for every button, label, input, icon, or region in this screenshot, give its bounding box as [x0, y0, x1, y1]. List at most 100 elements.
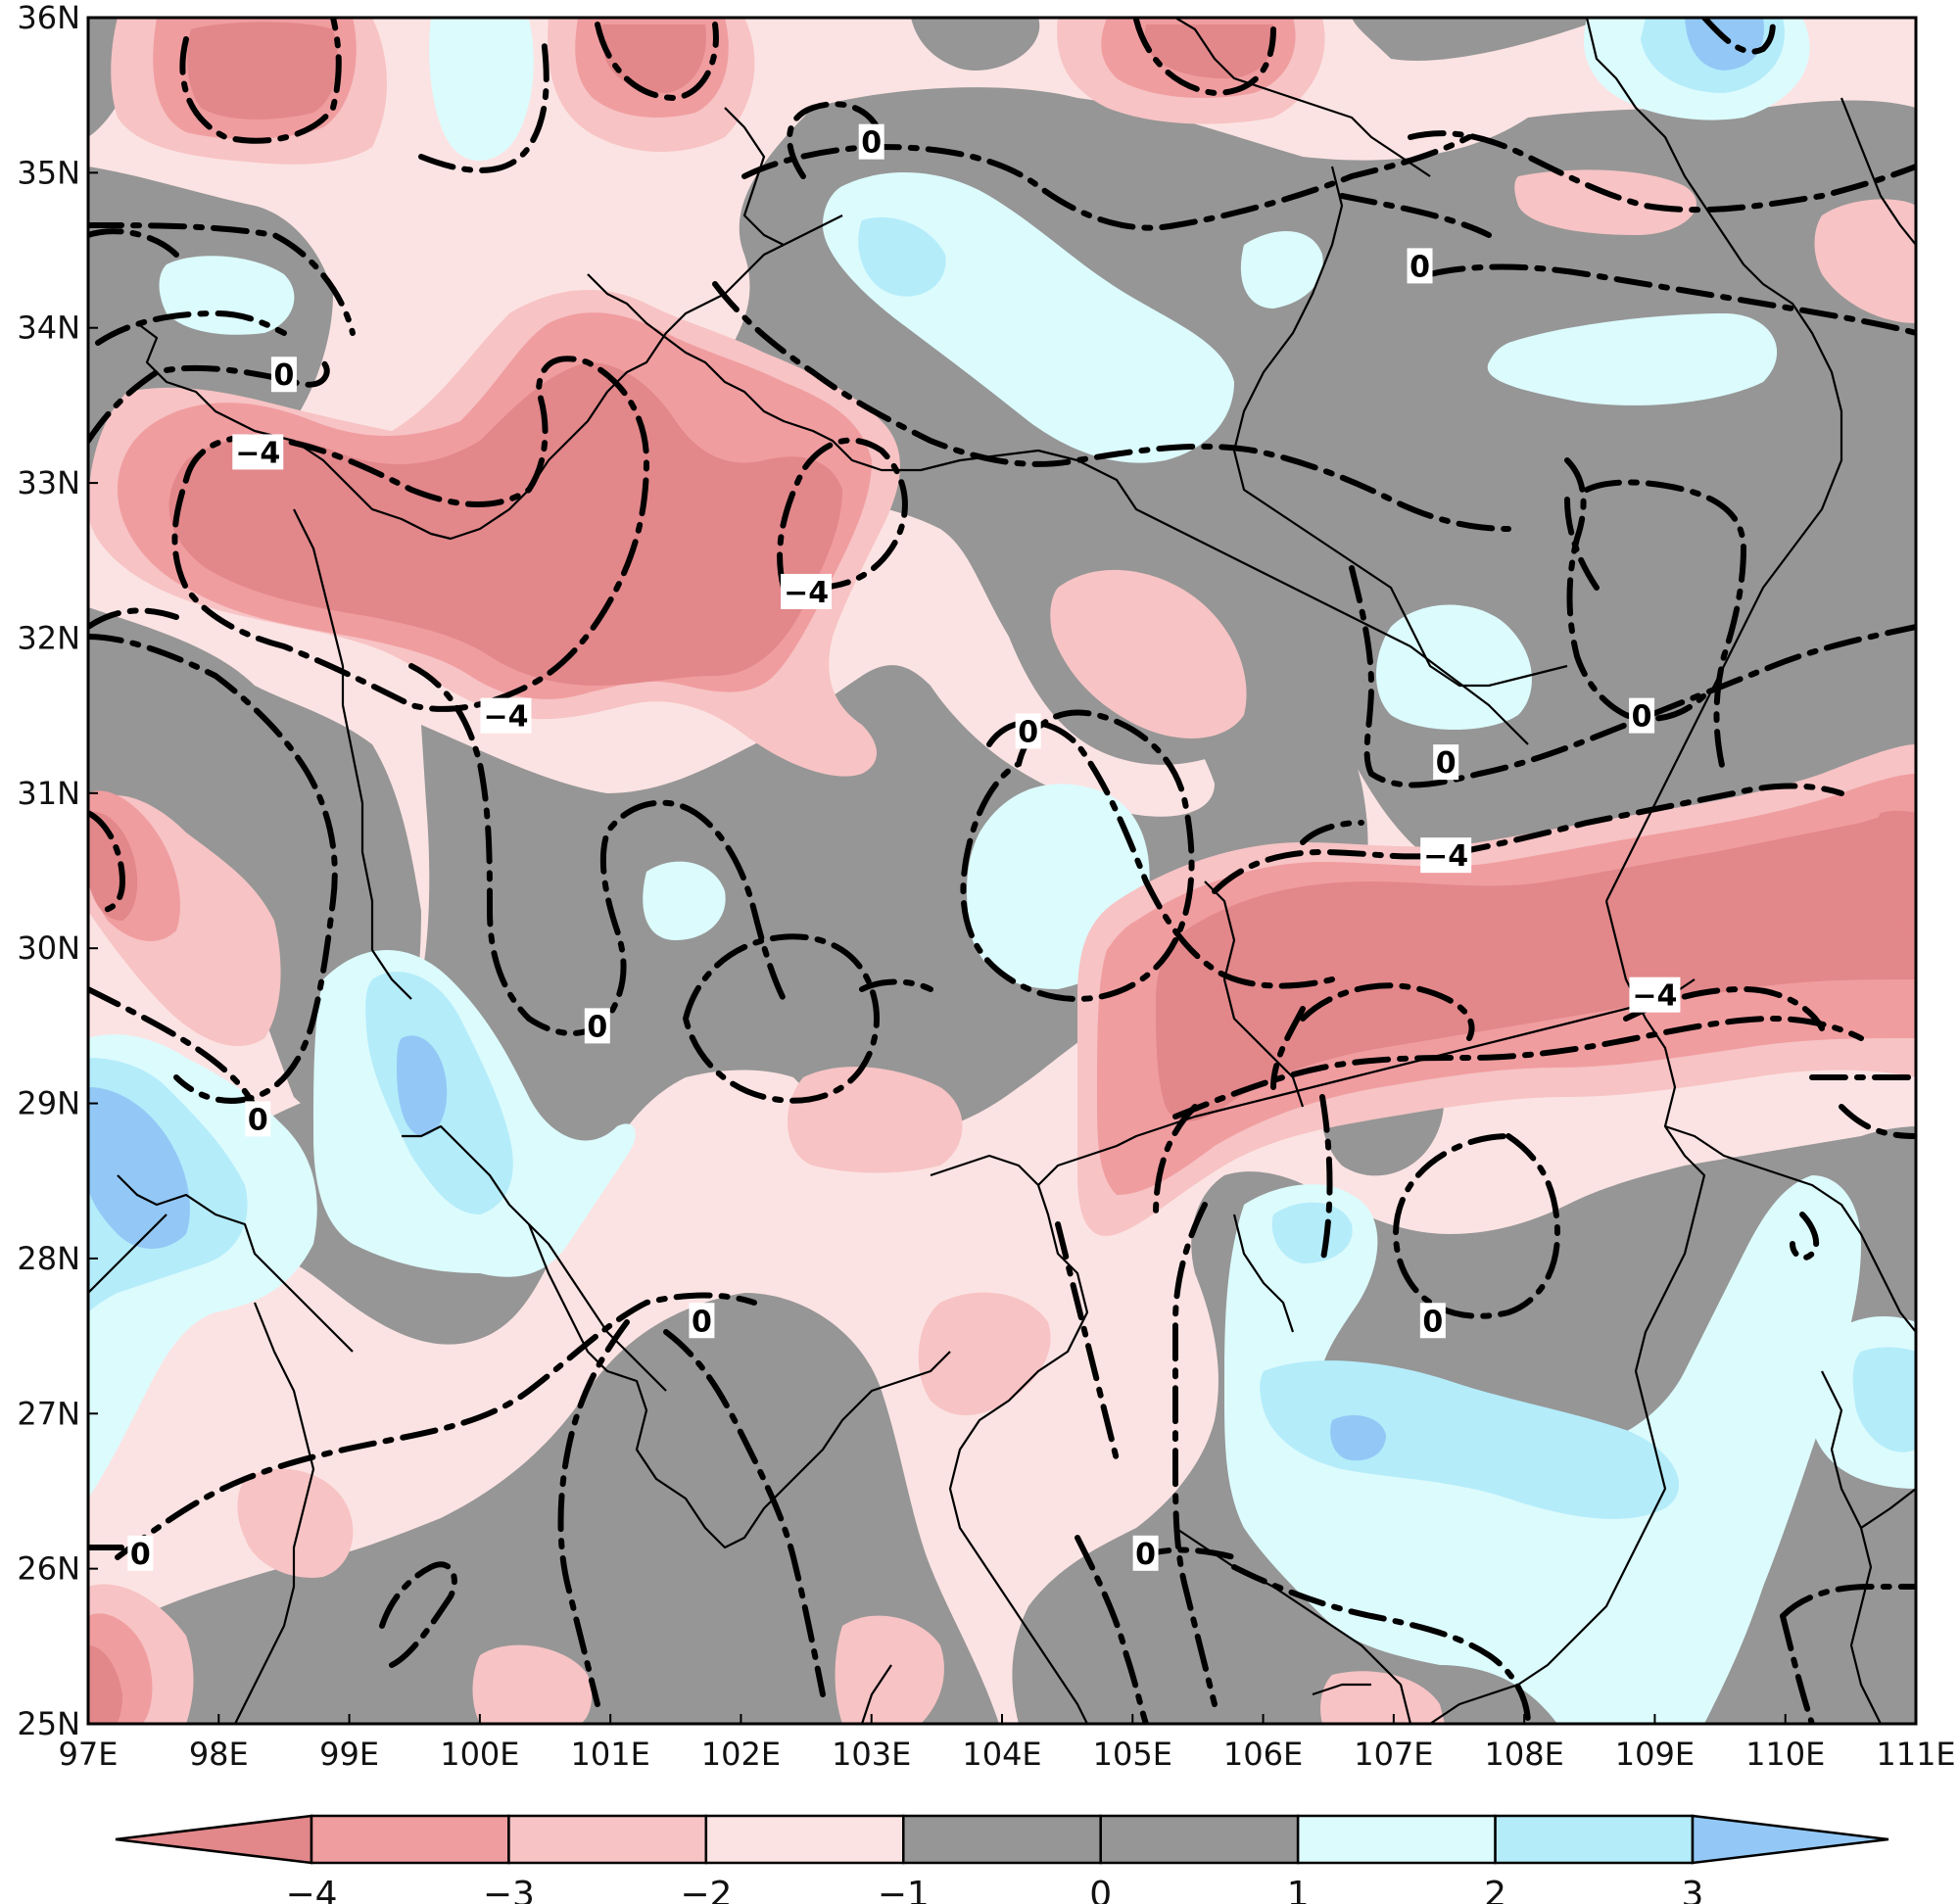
- x-tick-label: 97E: [59, 1736, 119, 1773]
- contour-label-text: 0: [861, 126, 882, 161]
- contour-label-text: 0: [1422, 1305, 1443, 1339]
- x-tick-label: 110E: [1745, 1736, 1825, 1773]
- contour-label-box: [1420, 837, 1472, 874]
- x-tick-label: 105E: [1093, 1736, 1172, 1773]
- contour-label: 0: [1132, 1535, 1159, 1572]
- contour-label: 0: [270, 357, 297, 393]
- y-tick-label: 34N: [17, 309, 80, 347]
- contour-label-box: [270, 357, 297, 393]
- contour-label-text: −4: [1632, 979, 1677, 1014]
- contour-label-text: 0: [1632, 700, 1652, 735]
- colorbar-segment: [310, 1814, 510, 1865]
- contour-label-box: [1419, 1303, 1446, 1339]
- colorbar-segment: [1494, 1814, 1695, 1865]
- x-tick-label: 99E: [319, 1736, 379, 1773]
- contour-label-text: 0: [273, 358, 294, 393]
- colorbar-extend-high: [1691, 1814, 1889, 1865]
- y-tick-label: 32N: [17, 619, 80, 656]
- contour-label-box: [232, 434, 284, 470]
- contour-label: −4: [232, 434, 284, 470]
- contour-label-box: [1132, 1535, 1159, 1571]
- contour-label-box: [858, 123, 884, 160]
- y-tick-label: 26N: [17, 1550, 80, 1588]
- contour-label: −4: [1629, 976, 1681, 1014]
- contour-label-box: [781, 573, 833, 609]
- contour-label: 0: [689, 1303, 715, 1339]
- colorbar-label: 0: [1089, 1875, 1112, 1904]
- contour-label-box: [1629, 976, 1681, 1013]
- colorbar-label: −4: [285, 1875, 337, 1904]
- x-tick-label: 102E: [701, 1736, 781, 1773]
- x-tick-label: 101E: [570, 1736, 649, 1773]
- contour-label-box: [689, 1303, 715, 1339]
- colorbar-segment: [704, 1814, 905, 1865]
- contour-label-box: [245, 1101, 271, 1137]
- colorbar: −4 −3 −2 −1 0 1 2 3: [115, 1814, 1889, 1904]
- y-tick-label: 36N: [17, 0, 80, 36]
- y-tick-label: 28N: [17, 1240, 80, 1277]
- contour-label-text: 0: [692, 1305, 712, 1339]
- colorbar-label: −3: [483, 1875, 535, 1904]
- contour-label-text: −4: [784, 576, 829, 610]
- x-tick-label: 98E: [189, 1736, 249, 1773]
- contour-label: 0: [858, 123, 884, 161]
- colorbar-label: −2: [680, 1875, 732, 1904]
- colorbar-extend-low: [115, 1814, 313, 1865]
- x-tick-label: 103E: [832, 1736, 911, 1773]
- colorbar-label: 3: [1682, 1875, 1704, 1904]
- contour-label-text: 0: [248, 1103, 268, 1137]
- contour-label: 0: [1433, 744, 1459, 781]
- y-tick-label: 33N: [17, 464, 80, 501]
- contour-label-text: 0: [130, 1538, 151, 1572]
- x-tick-label: 107E: [1354, 1736, 1433, 1773]
- contour-label: 0: [1629, 697, 1655, 735]
- x-axis: 97E 98E 99E 100E 101E 102E 103E 104E 105E 106E 107…: [59, 1714, 1956, 1773]
- positive-above-3-regions: [88, 18, 1764, 1461]
- contour-label-box: [1433, 744, 1459, 781]
- colorbar-label: 2: [1484, 1875, 1506, 1904]
- y-tick-label: 27N: [17, 1395, 80, 1432]
- contour-label-box: [127, 1535, 154, 1571]
- contour-label: 0: [1015, 713, 1041, 749]
- contour-label: 0: [1407, 248, 1433, 284]
- contour-label-box: [584, 1008, 610, 1044]
- y-tick-label: 29N: [17, 1085, 80, 1122]
- colorbar-segment: [507, 1814, 708, 1865]
- contour-label-box: [1407, 248, 1433, 284]
- x-tick-label: 106E: [1223, 1736, 1303, 1773]
- contour-label-text: 0: [1410, 250, 1430, 284]
- contour-label: −4: [781, 573, 833, 610]
- shaded-anomaly-field: 0 −4 0 0 −4 −4 0 0 0 −4 −4 0 0 0 0 0 0: [88, 18, 1916, 1724]
- province-boundaries: [88, 18, 1916, 1724]
- x-tick-label: 108E: [1484, 1736, 1563, 1773]
- contour-label: −4: [1420, 837, 1472, 874]
- contour-label-box: [480, 697, 532, 734]
- contour-label-text: −4: [235, 436, 280, 470]
- contour-label: 0: [127, 1535, 154, 1572]
- colorbar-segment: [902, 1814, 1102, 1865]
- colorbar-segment: [1099, 1814, 1300, 1865]
- y-tick-label: 25N: [17, 1705, 80, 1742]
- contour-label-text: 0: [587, 1010, 607, 1044]
- contour-label-text: −4: [484, 700, 529, 735]
- x-tick-label: 111E: [1876, 1736, 1955, 1773]
- negative-below-4-regions: [88, 22, 1916, 1724]
- contour-label-box: [1629, 697, 1655, 734]
- contour-labels: 0 −4 0 0 −4 −4 0 0 0 −4 −4 0 0 0 0 0 0: [127, 123, 1681, 1572]
- x-tick-label: 100E: [440, 1736, 519, 1773]
- contour-label-text: 0: [1135, 1538, 1156, 1572]
- x-tick-label: 104E: [962, 1736, 1041, 1773]
- colorbar-segment: [1296, 1814, 1497, 1865]
- contour-label-box: [1015, 713, 1041, 749]
- contour-label-text: 0: [1018, 715, 1038, 749]
- colorbar-label: −1: [878, 1875, 930, 1904]
- y-tick-label: 31N: [17, 775, 80, 812]
- contour-label: 0: [1419, 1303, 1446, 1339]
- contour-label: 0: [245, 1101, 271, 1137]
- colorbar-label: 1: [1287, 1875, 1310, 1904]
- y-tick-label: 30N: [17, 929, 80, 967]
- y-tick-label: 35N: [17, 154, 80, 191]
- x-tick-label: 109E: [1615, 1736, 1695, 1773]
- contour-label-text: 0: [1436, 746, 1457, 781]
